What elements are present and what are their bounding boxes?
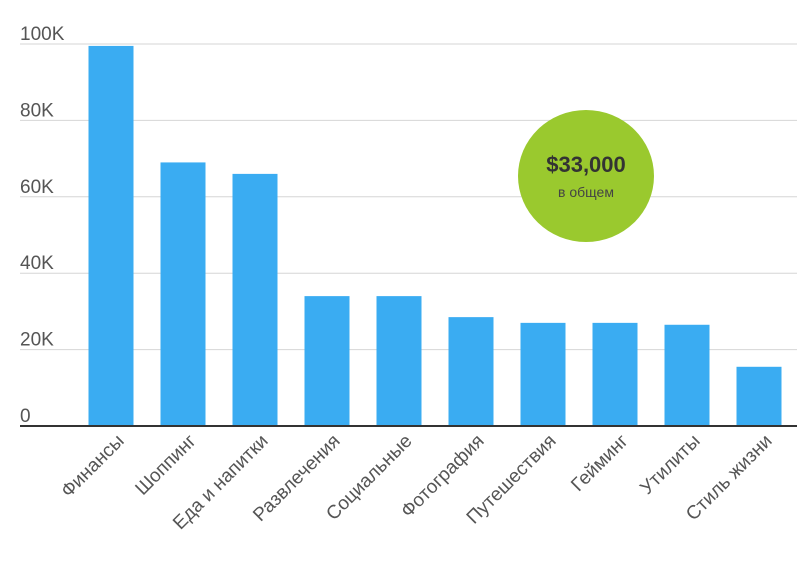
bar — [377, 296, 422, 426]
bar — [737, 367, 782, 426]
y-tick-label: 80K — [20, 100, 54, 121]
y-tick-label: 20K — [20, 330, 54, 351]
y-tick-label: 40K — [20, 253, 54, 274]
bar — [233, 174, 278, 426]
x-tick-label: Гейминг — [567, 431, 632, 496]
bar — [161, 162, 206, 426]
y-tick-label: 60K — [20, 177, 54, 198]
y-tick-label: 0 — [20, 406, 31, 427]
bar — [521, 323, 566, 426]
bar — [449, 317, 494, 426]
x-tick-label: Шоппинг — [132, 431, 201, 500]
y-tick-label: 100K — [20, 24, 65, 45]
bar — [89, 46, 134, 426]
bar — [593, 323, 638, 426]
x-tick-label: Финансы — [57, 431, 128, 502]
total-badge: $33,000 в общем — [518, 110, 654, 242]
bar — [665, 325, 710, 426]
total-label: в общем — [558, 184, 614, 200]
x-tick-label: Утилиты — [636, 431, 704, 499]
total-value: $33,000 — [546, 152, 626, 178]
bar — [305, 296, 350, 426]
